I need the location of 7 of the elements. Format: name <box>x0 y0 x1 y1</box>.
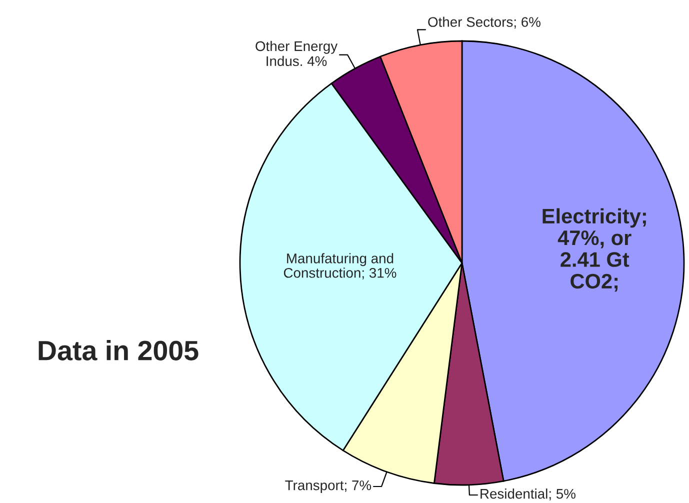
slice-label: Residential; 5% <box>480 488 576 500</box>
text: Data in 2005 <box>38 340 198 360</box>
slice-label: Electricity; 47%, or 2.41 Gt CO2; <box>542 208 646 292</box>
slice-label: Other Energy Indus. 4% <box>256 40 338 66</box>
slice-label: Other Sectors; 6% <box>428 16 540 29</box>
slice-label: Manufaturing and Construction; 31% <box>284 253 396 280</box>
slice-label: Transport; 7% <box>285 480 372 493</box>
